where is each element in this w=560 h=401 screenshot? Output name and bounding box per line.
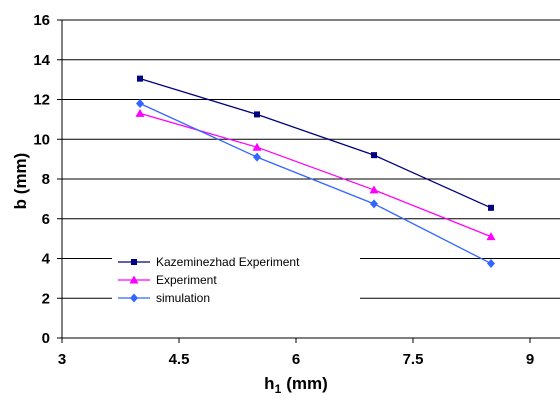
legend-label: Kazeminezhad Experiment bbox=[156, 255, 300, 269]
x-tick-label: 7.5 bbox=[403, 351, 424, 368]
series-line bbox=[139, 102, 492, 265]
data-point bbox=[252, 142, 262, 151]
series-kazeminezhad-experiment bbox=[137, 75, 494, 211]
legend: Kazeminezhad Experiment Experiment simulat… bbox=[118, 255, 300, 305]
x-tick-label: 6 bbox=[292, 351, 300, 368]
legend-entry: Experiment bbox=[118, 273, 217, 287]
data-point bbox=[369, 185, 379, 194]
legend-marker bbox=[131, 259, 137, 265]
x-axis-title-subscript: 1 bbox=[275, 382, 282, 396]
data-series bbox=[135, 75, 496, 268]
legend-entry: Kazeminezhad Experiment bbox=[118, 255, 300, 269]
data-point bbox=[137, 75, 143, 82]
legend-label: Experiment bbox=[156, 273, 217, 287]
data-point bbox=[370, 199, 378, 209]
data-point bbox=[488, 204, 494, 211]
y-axis-title: b (mm) bbox=[11, 153, 30, 210]
data-point bbox=[135, 108, 145, 117]
data-point bbox=[371, 152, 377, 159]
y-tick-label: 6 bbox=[42, 211, 50, 228]
data-point bbox=[254, 111, 260, 118]
y-tick-label: 16 bbox=[33, 12, 50, 29]
legend-entry: simulation bbox=[118, 291, 210, 305]
x-tick-label: 3 bbox=[58, 351, 66, 368]
y-tick-label: 8 bbox=[42, 171, 50, 188]
legend-label: simulation bbox=[156, 291, 210, 305]
y-tick-label: 4 bbox=[42, 251, 51, 268]
series-line bbox=[139, 78, 492, 209]
series-experiment bbox=[135, 108, 496, 241]
series-simulation bbox=[136, 98, 495, 268]
data-point bbox=[486, 232, 496, 241]
axes bbox=[57, 19, 560, 343]
data-point bbox=[136, 98, 144, 108]
y-tick-label: 14 bbox=[33, 52, 50, 69]
x-tick-label: 9 bbox=[526, 351, 534, 368]
y-tick-label: 10 bbox=[33, 131, 50, 148]
legend-marker bbox=[129, 275, 139, 284]
x-axis-title-base: h bbox=[264, 374, 274, 393]
gridlines bbox=[62, 19, 560, 299]
series-line bbox=[139, 112, 492, 238]
x-tick-label: 4.5 bbox=[169, 351, 190, 368]
data-point bbox=[487, 258, 495, 268]
y-tick-label: 12 bbox=[33, 92, 50, 109]
data-point bbox=[253, 152, 261, 162]
y-tick-label: 2 bbox=[42, 290, 50, 307]
tick-labels: 0 2 4 6 8 10 12 14 16 3 4.5 6 7.5 9 bbox=[33, 12, 534, 368]
legend-marker bbox=[130, 293, 138, 303]
x-axis-title-unit: (mm) bbox=[286, 374, 328, 393]
x-axis-title: h1 (mm) bbox=[264, 374, 328, 396]
y-tick-label: 0 bbox=[42, 330, 50, 347]
